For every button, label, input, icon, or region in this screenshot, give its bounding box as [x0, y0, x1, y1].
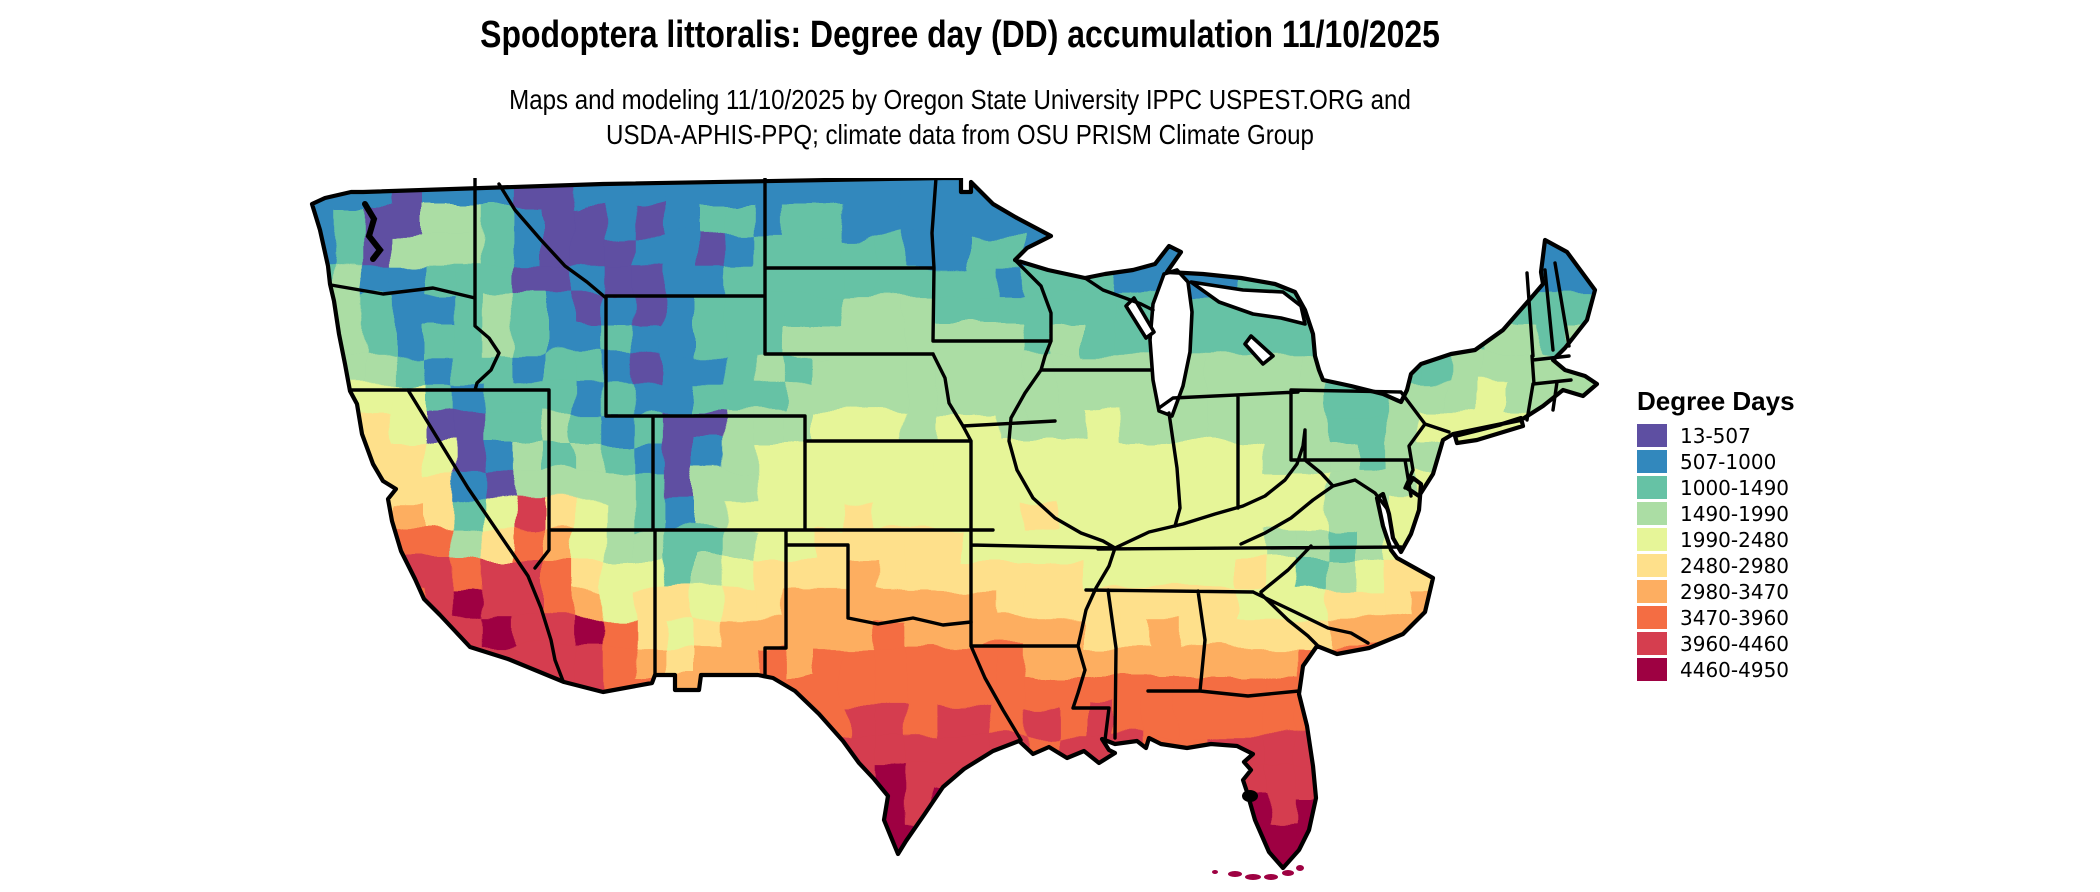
legend-entry: 2980-3470 [1637, 579, 1795, 604]
legend-label: 1990-2480 [1680, 527, 1790, 552]
legend-swatch [1637, 502, 1667, 525]
legend-label: 3960-4460 [1680, 631, 1790, 656]
saginaw-bay [1243, 334, 1275, 366]
legend-label: 507-1000 [1680, 449, 1777, 474]
legend-label: 13-507 [1680, 423, 1751, 448]
legend-entry: 1000-1490 [1637, 475, 1795, 500]
legend-swatch [1637, 554, 1667, 577]
florida-keys [1212, 865, 1304, 880]
state-borders [329, 178, 1573, 742]
legend-swatch [1637, 658, 1667, 681]
subtitle-line-1: Maps and modeling 11/10/2025 by Oregon S… [509, 84, 1411, 115]
puget-sound [362, 201, 384, 262]
us-outline [309, 178, 1600, 871]
state-borders-west [329, 178, 995, 683]
legend-entry: 3960-4460 [1637, 631, 1795, 656]
state-borders-east [1084, 261, 1573, 740]
lake-huron-north [1189, 280, 1307, 326]
legend-title: Degree Days [1637, 386, 1795, 416]
legend-entry: 2480-2980 [1637, 553, 1795, 578]
legend-entry: 1490-1990 [1637, 501, 1795, 526]
legend-entry: 1990-2480 [1637, 527, 1795, 552]
legend-swatch [1637, 580, 1667, 603]
legend-label: 4460-4950 [1680, 657, 1790, 682]
great-lakes [1124, 268, 1307, 418]
legend-entry: 13-507 [1637, 423, 1795, 448]
state-borders-central [803, 178, 1155, 742]
legend-label: 1000-1490 [1680, 475, 1790, 500]
legend-entry: 4460-4950 [1637, 657, 1795, 682]
legend-swatch [1637, 450, 1667, 473]
legend-swatch [1637, 424, 1667, 447]
legend: Degree Days 13-507 507-1000 1000-1490 1490-… [1637, 386, 1795, 684]
legend-rows: 13-507 507-1000 1000-1490 1490-1990 1990-248… [1637, 423, 1795, 682]
subtitle-block: Maps and modeling 11/10/2025 by Oregon S… [134, 82, 1785, 152]
page-title: Spodoptera littoralis: Degree day (DD) a… [480, 14, 1440, 56]
subtitle-line-2: USDA-APHIS-PPQ; climate data from OSU PR… [606, 119, 1314, 150]
legend-swatch [1637, 476, 1667, 499]
legend-entry: 3470-3960 [1637, 605, 1795, 630]
map-svg [309, 178, 1600, 880]
green-bay [1124, 296, 1156, 340]
title-block: Spodoptera littoralis: Degree day (DD) a… [154, 14, 1767, 56]
legend-swatch [1637, 632, 1667, 655]
legend-label: 2980-3470 [1680, 579, 1790, 604]
us-degree-day-map [303, 178, 1658, 883]
lake-okeechobee [1242, 790, 1258, 802]
legend-label: 2480-2980 [1680, 553, 1790, 578]
legend-entry: 507-1000 [1637, 449, 1795, 474]
legend-swatch [1637, 528, 1667, 551]
legend-label: 3470-3960 [1680, 605, 1790, 630]
legend-swatch [1637, 606, 1667, 629]
legend-label: 1490-1990 [1680, 501, 1790, 526]
